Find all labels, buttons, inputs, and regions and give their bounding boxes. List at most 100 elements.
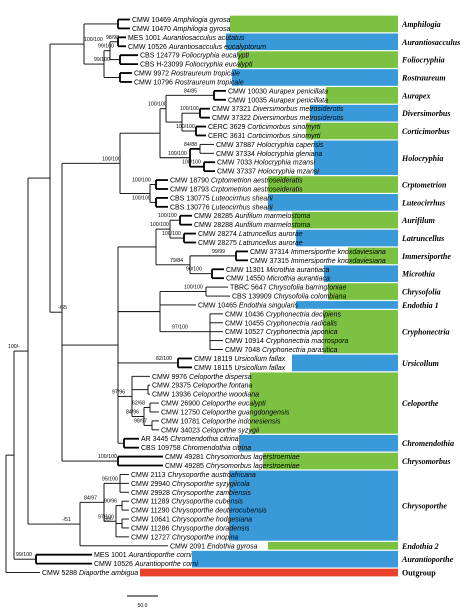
tip-label: CMW 49281 Chrysomorbus lagerstroemiae [165,454,300,461]
support-value: 100/100 [180,106,199,112]
genus-band [268,541,398,550]
genus-band [268,194,398,211]
support-value: 84/85 [184,88,197,94]
tip-label: CBS 109758 Chromendothia citrina [141,445,251,452]
tip-label: CMW 5288 Diaporthe ambigua [42,570,138,577]
support-value: 100/100 [98,454,117,460]
tip-label: CBS 130775 Luteocirrhus shearii [170,195,273,202]
tip-label: CMW 28274 Latruncellus aurorae [198,231,303,238]
genus-band [310,104,398,122]
genus-band [348,247,398,265]
genus-label: Outgroup [402,569,436,578]
support-values: 100/100 98/98 99/100 99/100 84/85 100/100 100/… [8,35,225,558]
support-value: 84/97 [84,495,97,501]
support-value: 100/100 [162,231,181,237]
genus-band [306,122,398,140]
genus-label: Crptometrion [402,181,447,190]
tip-label: CMW 11290 Chrysoporthe deuterocubensis [131,508,267,515]
support-value: 90/100 [186,267,202,273]
tip-label: CMW 37321 Diversimorbus metrosiderotis [212,106,344,113]
support-value: 99/99 [212,249,225,255]
genus-label: Chromendothia [402,439,454,448]
genus-label: Chrysomorbus [402,457,450,466]
tip-label: CMW 9972 Rostraureum tropicale [134,71,240,78]
genus-band [229,470,398,541]
tip-label: CMW 10465 Endothia singularis [198,302,299,309]
genus-band [314,140,398,175]
tip-label: CMW 28288 Aurifilum marmelostoma [194,222,310,229]
support-value: 59/- [104,516,113,522]
tip-label: CMW 11289 Chrysoporthe cubensis [131,499,243,506]
tip-label: CMW 10436 Cryphonectria decipiens [225,311,341,318]
genus-label: Ursicollum [402,359,439,368]
support-value: 84/88 [184,142,197,148]
scale-bar: 50.0 [127,595,158,609]
support-value: 100/100 [182,160,201,166]
support-value: -/51 [62,517,71,523]
scale-bar-label: 50.0 [138,603,148,609]
tip-label: CMW 37314 Immersiporthe knoxdaviesiana [250,249,386,256]
support-value: 98/97 [134,418,147,424]
tip-label: TBRC 5647 Chrysofolia barringtoniae [230,285,346,292]
genus-label: Corticimorbus [402,127,450,136]
genus-band [226,33,398,51]
genus-band [296,229,398,247]
tip-label: CBS 124779 Foliocryphia eucalypti [140,53,249,60]
support-value: 95/100 [102,476,118,482]
tip-label: MES 1001 Aurantioporthe corni [94,552,192,559]
tip-label: CMW 2113 Chrysoporthe austroafricana [131,472,256,479]
tip-label: CMW 26900 Celoporthe eucalypti [161,401,266,408]
tip-label: CERC 3629 Corticimorbus sinomyrti [208,124,321,131]
tip-label: CMW 18790 Crptometrion aestroseideratis [170,178,303,185]
genus-label: Chrysofolia [402,288,441,297]
genus-band [250,372,398,434]
tip-label: CMW 10455 Cryphonectria radicalis [225,320,338,327]
tip-label: CBS 130776 Luteocirrhus shearii [170,204,273,211]
support-value: 100/100 [168,151,187,157]
genus-band [326,87,398,104]
support-value: 97/96 [112,389,125,395]
tip-label: CMW 18115 Ursicollum fallax [194,365,286,372]
genus-band [324,265,398,283]
genus-label: Cryphonectria [402,328,450,337]
support-value: 100/100 [184,285,203,291]
support-value: 100/100 [132,195,151,201]
tip-label: CMW 12727 Chrysoporthe inopina [131,534,239,541]
genus-label: Endothia 1 [401,301,439,310]
genus-band [323,310,398,354]
tip-label: CMW 29940 Chrysoporthe syzygiicola [131,481,250,488]
tip-label: CMW 34023 Celoporthe syzygii [161,427,259,434]
genus-label: Chrysoporthe [402,502,447,511]
tip-label: CMW 10030 Aurapex penicillata [228,88,328,95]
genus-band [230,15,398,33]
genus-band [328,283,398,300]
tip-label: CMW 7033 Holocryphia mzansi [217,160,315,167]
support-value: 97/100 [172,325,188,331]
genus-label: Microthia [401,270,435,279]
tip-label: CMW 37337 Holocryphia mzansi [217,169,319,176]
tip-label: CMW 10527 Cryphonectria japonica [225,329,338,336]
support-value: 100/100 [132,178,151,184]
genus-label: Luteocirrhus [401,198,445,207]
support-value: 99/100 [16,552,32,558]
support-value: 82/100 [156,356,172,362]
tip-label: CMW 18119 Ursicollum fallax [194,356,286,363]
support-value: 100/100 [176,124,195,130]
tip-label: CBS 139909 Chrysofolia colombiana [232,294,347,301]
genus-label: Aurifilum [401,216,435,225]
genus-band [140,568,398,577]
support-value: 98/98 [106,35,119,41]
genus-label: Aurantioporthe [401,555,454,564]
support-value: 99/100 [98,44,114,50]
support-value: 84/96 [126,409,139,415]
tip-label: CERC 3631 Corticimorbus sinomyrti [208,133,321,140]
genus-band [238,51,398,68]
tip-label: CMW 49285 Chrysomorbus lagerstroemiae [165,463,300,470]
genus-label: Latruncellus [401,234,444,243]
tip-label: CMW 10641 Chrysoporthe hodgesiana [131,517,252,524]
tip-label: CMW 13936 Celoporthe woodiana [152,392,259,399]
tip-label: CMW 10035 Aurapex penicillata [228,97,328,104]
support-value: 100/100 [150,222,169,228]
support-value: 100/100 [148,102,167,108]
